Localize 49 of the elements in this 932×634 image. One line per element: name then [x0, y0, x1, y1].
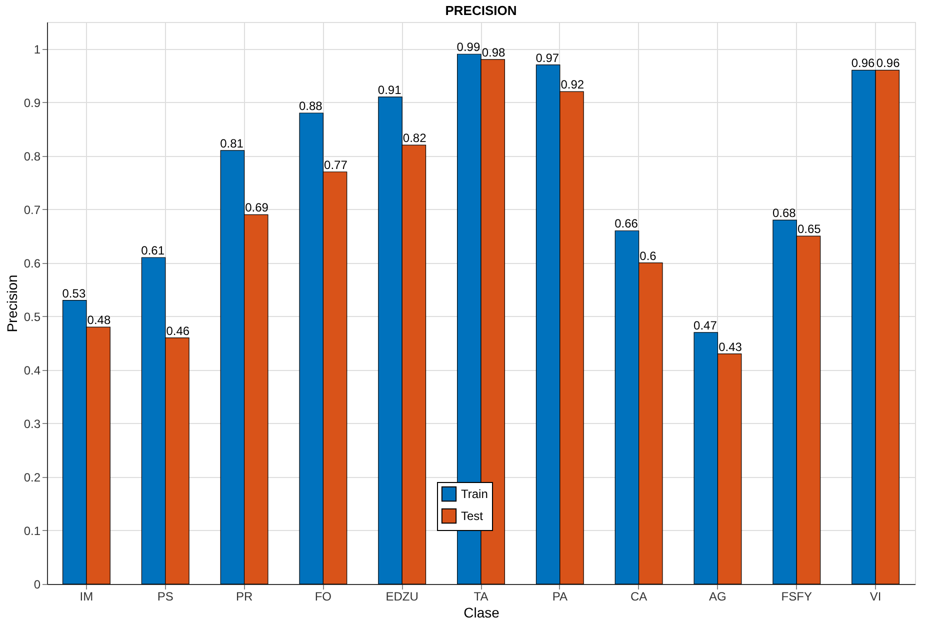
x-tick-label: CA	[630, 590, 648, 604]
y-tick-label: 1	[34, 42, 41, 56]
y-tick-label: 0.3	[24, 416, 41, 431]
data-label: 0.98	[482, 45, 506, 60]
data-label: 0.88	[298, 98, 323, 113]
x-axis-title: Clase	[464, 604, 500, 620]
y-tick-label: 0.4	[24, 363, 41, 378]
data-label: 0.53	[62, 286, 86, 300]
data-label: 0.81	[220, 136, 244, 150]
legend-label: Train	[461, 487, 488, 501]
y-tick-label: 0.8	[24, 149, 41, 164]
y-tick-label: 0.5	[24, 310, 41, 324]
data-label: 0.96	[876, 56, 900, 70]
y-tick-label: 0.6	[24, 256, 41, 270]
chart-title: PRECISION	[445, 3, 517, 18]
x-tick-label: FO	[314, 590, 332, 604]
x-tick-label: PS	[157, 590, 174, 604]
data-label: 0.61	[141, 244, 165, 258]
data-label: 0.82	[402, 131, 427, 146]
data-label: 0.48	[87, 313, 111, 328]
legend-label: Test	[461, 509, 484, 523]
x-tick-label: EDZU	[386, 590, 418, 604]
y-axis-title: Precision	[4, 274, 20, 332]
data-label: 0.69	[245, 200, 269, 215]
data-label: 0.77	[324, 158, 348, 172]
y-tick-label: 0.9	[24, 96, 41, 110]
x-tick-label: TA	[474, 590, 488, 604]
x-tick-label: AG	[709, 590, 726, 604]
y-tick-label: 0.2	[24, 470, 41, 484]
y-tick-label: 0.7	[24, 202, 41, 217]
x-tick-label: VI	[870, 590, 882, 604]
data-label: 0.97	[536, 50, 560, 65]
x-tick-label: FSFY	[781, 590, 812, 604]
data-label: 0.92	[560, 78, 584, 92]
x-tick-label: IM	[80, 590, 94, 604]
data-label: 0.65	[797, 222, 822, 236]
data-label: 0.96	[851, 56, 876, 70]
data-label: 0.43	[718, 340, 742, 354]
data-label: 0.47	[694, 318, 718, 332]
data-label: 0.6	[640, 248, 657, 263]
x-tick-label: PR	[236, 590, 253, 604]
y-tick-label: 0	[34, 578, 41, 592]
data-label: 0.91	[378, 82, 402, 97]
data-label: 0.66	[614, 216, 638, 231]
data-label: 0.99	[456, 40, 480, 54]
x-tick-label: PA	[552, 590, 568, 604]
data-label: 0.46	[166, 324, 190, 338]
y-tick-label: 0.1	[24, 524, 41, 538]
data-label: 0.68	[772, 206, 796, 220]
